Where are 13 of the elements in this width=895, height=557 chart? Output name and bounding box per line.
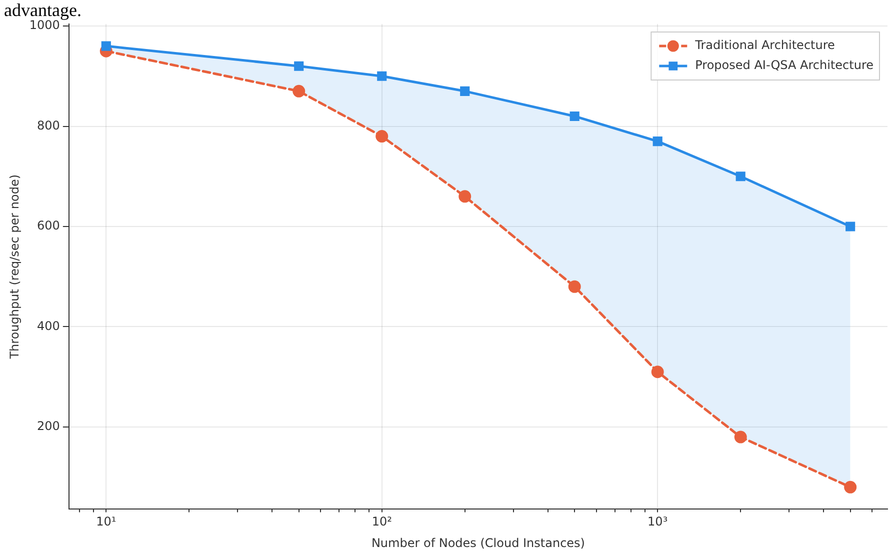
- x-axis-title: Number of Nodes (Cloud Instances): [371, 536, 585, 550]
- legend-label: Traditional Architecture: [694, 38, 835, 52]
- y-axis-title: Throughput (req/sec per node): [7, 174, 22, 360]
- y-tick-label: 400: [37, 318, 60, 333]
- x-tick-label: 10¹: [96, 514, 116, 529]
- legend-label: Proposed AI-QSA Architecture: [695, 58, 874, 72]
- y-tick-label: 600: [37, 218, 60, 233]
- y-tick-label: 1000: [29, 18, 60, 32]
- x-tick-label: 10³: [648, 514, 668, 529]
- y-tick-label: 800: [37, 118, 60, 132]
- text: advantage.: [4, 0, 82, 20]
- y-tick-label: 200: [37, 419, 60, 434]
- x-tick-label: 10²: [372, 514, 392, 529]
